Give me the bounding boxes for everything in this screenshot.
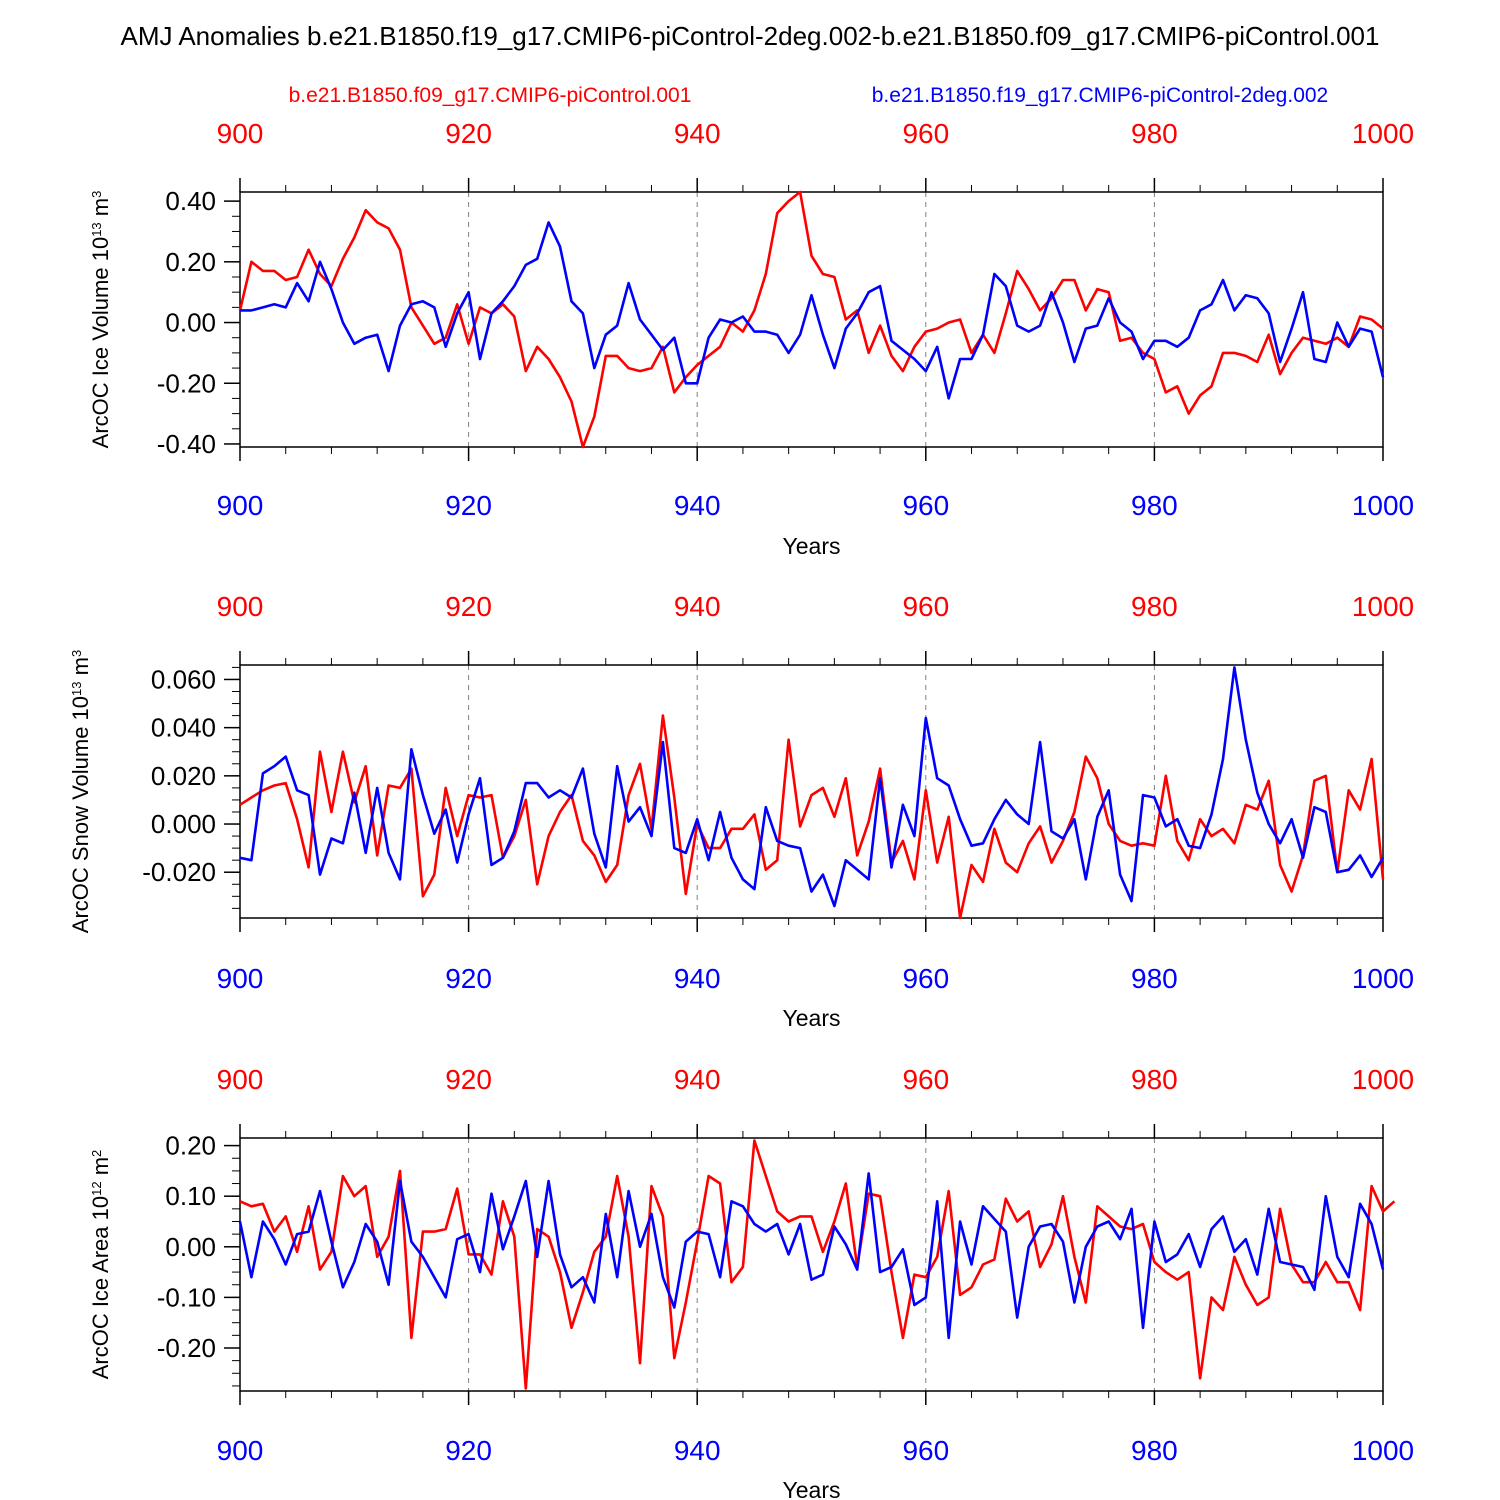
x-tick-label-bottom: 980 bbox=[1131, 1435, 1178, 1466]
series-line-f09 bbox=[239, 1139, 1396, 1390]
x-tick-label-top: 940 bbox=[674, 591, 721, 622]
x-tick-label-bottom: 980 bbox=[1131, 963, 1178, 994]
x-axis-label: Years bbox=[783, 533, 841, 559]
x-axis-label: Years bbox=[783, 1005, 841, 1031]
y-tick-label: 0.00 bbox=[165, 1232, 216, 1262]
y-tick-label: 0.40 bbox=[165, 186, 216, 216]
x-tick-label-top: 1000 bbox=[1352, 118, 1414, 149]
x-tick-label-bottom: 920 bbox=[445, 963, 492, 994]
x-tick-label-top: 940 bbox=[674, 118, 721, 149]
y-tick-label: 0.20 bbox=[165, 247, 216, 277]
plot-frame bbox=[239, 1137, 1384, 1392]
x-tick-label-top: 1000 bbox=[1352, 591, 1414, 622]
y-tick-label: 0.00 bbox=[165, 308, 216, 338]
x-tick-label-top: 980 bbox=[1131, 1064, 1178, 1095]
y-tick-label: -0.10 bbox=[157, 1282, 216, 1312]
x-tick-label-top: 980 bbox=[1131, 591, 1178, 622]
series-line-f19 bbox=[240, 221, 1385, 400]
y-tick-label: 0.000 bbox=[151, 809, 216, 839]
x-tick-label-top: 960 bbox=[902, 591, 949, 622]
x-tick-label-top: 980 bbox=[1131, 118, 1178, 149]
series-line-f09 bbox=[238, 190, 1384, 449]
y-axis-label: ArcOC Snow Volume 1013 m3 bbox=[68, 650, 93, 933]
figure-title: AMJ Anomalies b.e21.B1850.f19_g17.CMIP6-… bbox=[121, 21, 1380, 51]
x-tick-label-top: 920 bbox=[445, 118, 492, 149]
x-tick-label-bottom: 940 bbox=[674, 1435, 721, 1466]
x-tick-label-top: 940 bbox=[674, 1064, 721, 1095]
x-tick-label-bottom: 900 bbox=[217, 963, 264, 994]
x-tick-label-bottom: 960 bbox=[902, 963, 949, 994]
y-tick-label: 0.10 bbox=[165, 1181, 216, 1211]
x-tick-label-bottom: 1000 bbox=[1352, 490, 1414, 521]
panels: -0.40 -0.20 0.00 0.20 0.40 900 900 920 920 940 940… bbox=[68, 118, 1414, 1500]
chart-panel-1: -0.40 -0.20 0.00 0.20 0.40 900 900 920 920 940 940… bbox=[88, 118, 1414, 559]
x-tick-label-bottom: 960 bbox=[902, 1435, 949, 1466]
x-tick-label-bottom: 900 bbox=[217, 490, 264, 521]
y-axis-label: ArcOC Ice Area 1012 m2 bbox=[88, 1150, 113, 1380]
x-tick-label-top: 900 bbox=[217, 591, 264, 622]
x-tick-label-bottom: 980 bbox=[1131, 490, 1178, 521]
x-tick-label-bottom: 960 bbox=[902, 490, 949, 521]
y-tick-label: -0.20 bbox=[157, 368, 216, 398]
plot-frame bbox=[239, 664, 1384, 919]
y-tick-label: -0.020 bbox=[142, 857, 216, 887]
x-tick-label-bottom: 1000 bbox=[1352, 963, 1414, 994]
y-tick-label: 0.060 bbox=[151, 664, 216, 694]
legend-blue-label: b.e21.B1850.f19_g17.CMIP6-piControl-2deg… bbox=[872, 84, 1328, 107]
x-tick-label-top: 1000 bbox=[1352, 1064, 1414, 1095]
x-tick-label-top: 920 bbox=[445, 591, 492, 622]
y-tick-label: -0.40 bbox=[157, 429, 216, 459]
x-tick-label-bottom: 920 bbox=[445, 1435, 492, 1466]
series-line-f19 bbox=[238, 1172, 1385, 1340]
y-tick-label: 0.20 bbox=[165, 1131, 216, 1161]
x-tick-label-bottom: 940 bbox=[674, 963, 721, 994]
series-line-f19 bbox=[239, 666, 1385, 908]
plot-frame bbox=[239, 191, 1384, 448]
x-tick-label-bottom: 940 bbox=[674, 490, 721, 521]
y-axis-label: ArcOC Ice Volume 1013 m3 bbox=[88, 191, 113, 449]
x-axis-label: Years bbox=[783, 1477, 841, 1500]
x-tick-label-top: 920 bbox=[445, 1064, 492, 1095]
x-tick-label-top: 900 bbox=[217, 118, 264, 149]
chart-panel-2: -0.020 0.000 0.020 0.040 0.060 900 900 920 920 94… bbox=[68, 591, 1414, 1031]
y-tick-label: 0.020 bbox=[151, 761, 216, 791]
chart-panel-3: -0.20 -0.10 0.00 0.10 0.20 900 900 920 920 940 940… bbox=[88, 1064, 1414, 1500]
x-tick-label-top: 960 bbox=[902, 118, 949, 149]
x-tick-label-bottom: 900 bbox=[217, 1435, 264, 1466]
x-tick-label-top: 960 bbox=[902, 1064, 949, 1095]
x-tick-label-bottom: 920 bbox=[445, 490, 492, 521]
legend-red-label: b.e21.B1850.f09_g17.CMIP6-piControl.001 bbox=[289, 84, 692, 107]
x-tick-label-top: 900 bbox=[217, 1064, 264, 1095]
y-tick-label: -0.20 bbox=[157, 1333, 216, 1363]
x-tick-label-bottom: 1000 bbox=[1352, 1435, 1414, 1466]
y-tick-label: 0.040 bbox=[151, 713, 216, 743]
